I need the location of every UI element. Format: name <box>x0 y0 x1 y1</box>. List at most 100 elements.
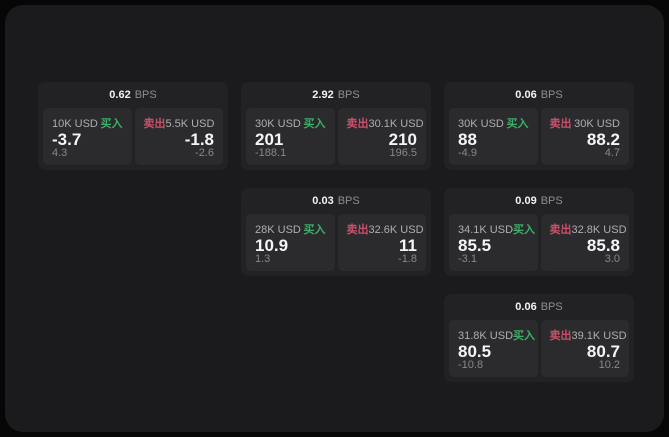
bps-value: 0.06 <box>515 301 537 313</box>
sell-side-label: 卖出 <box>143 118 166 130</box>
buy-delta: 1.3 <box>255 253 271 265</box>
buy-delta: -10.8 <box>458 359 484 371</box>
card-body: 28K USD 买入 10.9 1.3 卖出 32.6K USD 11 -1.8 <box>241 214 431 276</box>
buy-notional: 31.8K USD <box>458 330 514 342</box>
buy-panel[interactable]: 28K USD 买入 10.9 1.3 <box>246 214 335 271</box>
card-header: 0.62 BPS <box>38 82 228 108</box>
sell-price: 11 <box>399 236 417 255</box>
buy-price: 10.9 <box>255 236 289 255</box>
buy-side-label: 买入 <box>506 118 529 130</box>
buy-panel[interactable]: 10K USD 买入 -3.7 4.3 <box>43 108 132 165</box>
sell-price: 80.7 <box>586 342 620 361</box>
sell-side-label: 卖出 <box>549 224 572 236</box>
buy-notional: 10K USD <box>52 118 98 130</box>
buy-top-row: 30K USD 买入 <box>255 115 326 131</box>
buy-side-label: 买入 <box>513 224 536 236</box>
buy-top-row: 31.8K USD 买入 <box>458 327 535 343</box>
buy-top-row: 28K USD 买入 <box>255 221 326 237</box>
buy-price: -3.7 <box>52 130 82 149</box>
sell-top-row: 卖出 32.6K USD <box>346 221 424 237</box>
buy-notional: 30K USD <box>255 118 301 130</box>
buy-side-label: 买入 <box>100 118 123 130</box>
quote-card: 2.92 BPS 30K USD 买入 201 -188.1 卖出 30.1K … <box>241 82 431 170</box>
sell-delta: -2.6 <box>195 147 214 159</box>
sell-notional: 5.5K USD <box>165 118 215 130</box>
bps-unit: BPS <box>337 89 360 101</box>
sell-delta: -1.8 <box>398 253 417 265</box>
sell-side-label: 卖出 <box>549 330 572 342</box>
sell-panel[interactable]: 卖出 30K USD 88.2 4.7 <box>540 108 629 165</box>
buy-notional: 28K USD <box>255 224 301 236</box>
buy-top-row: 10K USD 买入 <box>52 115 123 131</box>
card-header: 0.09 BPS <box>444 188 634 214</box>
sell-price: -1.8 <box>184 130 214 149</box>
app-panel: 0.62 BPS 10K USD 买入 -3.7 4.3 卖出 5.5K USD <box>5 5 664 432</box>
quote-card: 0.03 BPS 28K USD 买入 10.9 1.3 卖出 32.6K US… <box>241 188 431 276</box>
card-header: 2.92 BPS <box>241 82 431 108</box>
quote-card: 0.06 BPS 30K USD 买入 88 -4.9 卖出 30K USD <box>444 82 634 170</box>
sell-delta: 4.7 <box>604 147 620 159</box>
quote-card: 0.09 BPS 34.1K USD 买入 85.5 -3.1 卖出 32.8K… <box>444 188 634 276</box>
sell-top-row: 卖出 32.8K USD <box>549 221 627 237</box>
buy-panel[interactable]: 30K USD 买入 88 -4.9 <box>449 108 538 165</box>
sell-panel[interactable]: 卖出 32.8K USD 85.8 3.0 <box>540 214 629 271</box>
buy-delta: 4.3 <box>52 147 68 159</box>
buy-price: 201 <box>255 130 284 149</box>
bps-value: 2.92 <box>312 89 334 101</box>
buy-price: 88 <box>458 130 477 149</box>
buy-notional: 30K USD <box>458 118 504 130</box>
sell-side-label: 卖出 <box>346 118 369 130</box>
card-header: 0.03 BPS <box>241 188 431 214</box>
buy-panel[interactable]: 34.1K USD 买入 85.5 -3.1 <box>449 214 538 271</box>
buy-notional: 34.1K USD <box>458 224 514 236</box>
buy-side-label: 买入 <box>513 330 536 342</box>
quote-card: 0.62 BPS 10K USD 买入 -3.7 4.3 卖出 5.5K USD <box>38 82 228 170</box>
sell-top-row: 卖出 5.5K USD <box>144 115 215 131</box>
buy-panel[interactable]: 30K USD 买入 201 -188.1 <box>246 108 335 165</box>
sell-panel[interactable]: 卖出 5.5K USD -1.8 -2.6 <box>134 108 223 165</box>
buy-top-row: 30K USD 买入 <box>458 115 529 131</box>
bps-unit: BPS <box>540 195 563 207</box>
sell-top-row: 卖出 30K USD <box>550 115 621 131</box>
sell-price: 210 <box>388 130 417 149</box>
sell-price: 85.8 <box>586 236 620 255</box>
sell-side-label: 卖出 <box>346 224 369 236</box>
bps-value: 0.03 <box>312 195 334 207</box>
buy-top-row: 34.1K USD 买入 <box>458 221 535 237</box>
buy-price: 85.5 <box>458 236 492 255</box>
buy-side-label: 买入 <box>303 224 326 236</box>
buy-delta: -3.1 <box>458 253 477 265</box>
buy-delta: -188.1 <box>255 147 287 159</box>
card-header: 0.06 BPS <box>444 82 634 108</box>
card-body: 10K USD 买入 -3.7 4.3 卖出 5.5K USD -1.8 -2.… <box>38 108 228 170</box>
buy-side-label: 买入 <box>303 118 326 130</box>
bps-unit: BPS <box>337 195 360 207</box>
bps-value: 0.62 <box>109 89 131 101</box>
sell-panel[interactable]: 卖出 30.1K USD 210 196.5 <box>337 108 426 165</box>
quote-cards-grid: 0.62 BPS 10K USD 买入 -3.7 4.3 卖出 5.5K USD <box>38 82 634 382</box>
bps-unit: BPS <box>134 89 157 101</box>
sell-panel[interactable]: 卖出 32.6K USD 11 -1.8 <box>337 214 426 271</box>
card-body: 30K USD 买入 201 -188.1 卖出 30.1K USD 210 1… <box>241 108 431 170</box>
quote-card: 0.06 BPS 31.8K USD 买入 80.5 -10.8 卖出 39.1… <box>444 294 634 382</box>
buy-panel[interactable]: 31.8K USD 买入 80.5 -10.8 <box>449 320 538 377</box>
card-body: 34.1K USD 买入 85.5 -3.1 卖出 32.8K USD 85.8… <box>444 214 634 276</box>
sell-delta: 196.5 <box>389 147 417 159</box>
bps-unit: BPS <box>540 301 563 313</box>
sell-top-row: 卖出 30.1K USD <box>346 115 424 131</box>
card-body: 30K USD 买入 88 -4.9 卖出 30K USD 88.2 4.7 <box>444 108 634 170</box>
bps-value: 0.09 <box>515 195 537 207</box>
buy-price: 80.5 <box>458 342 492 361</box>
sell-panel[interactable]: 卖出 39.1K USD 80.7 10.2 <box>540 320 629 377</box>
bps-unit: BPS <box>540 89 563 101</box>
sell-side-label: 卖出 <box>549 118 572 130</box>
sell-notional: 30K USD <box>574 118 620 130</box>
bps-value: 0.06 <box>515 89 537 101</box>
card-header: 0.06 BPS <box>444 294 634 320</box>
sell-delta: 3.0 <box>604 253 620 265</box>
sell-notional: 32.8K USD <box>571 224 627 236</box>
sell-notional: 30.1K USD <box>368 118 424 130</box>
sell-notional: 32.6K USD <box>368 224 424 236</box>
sell-price: 88.2 <box>586 130 620 149</box>
sell-top-row: 卖出 39.1K USD <box>549 327 627 343</box>
